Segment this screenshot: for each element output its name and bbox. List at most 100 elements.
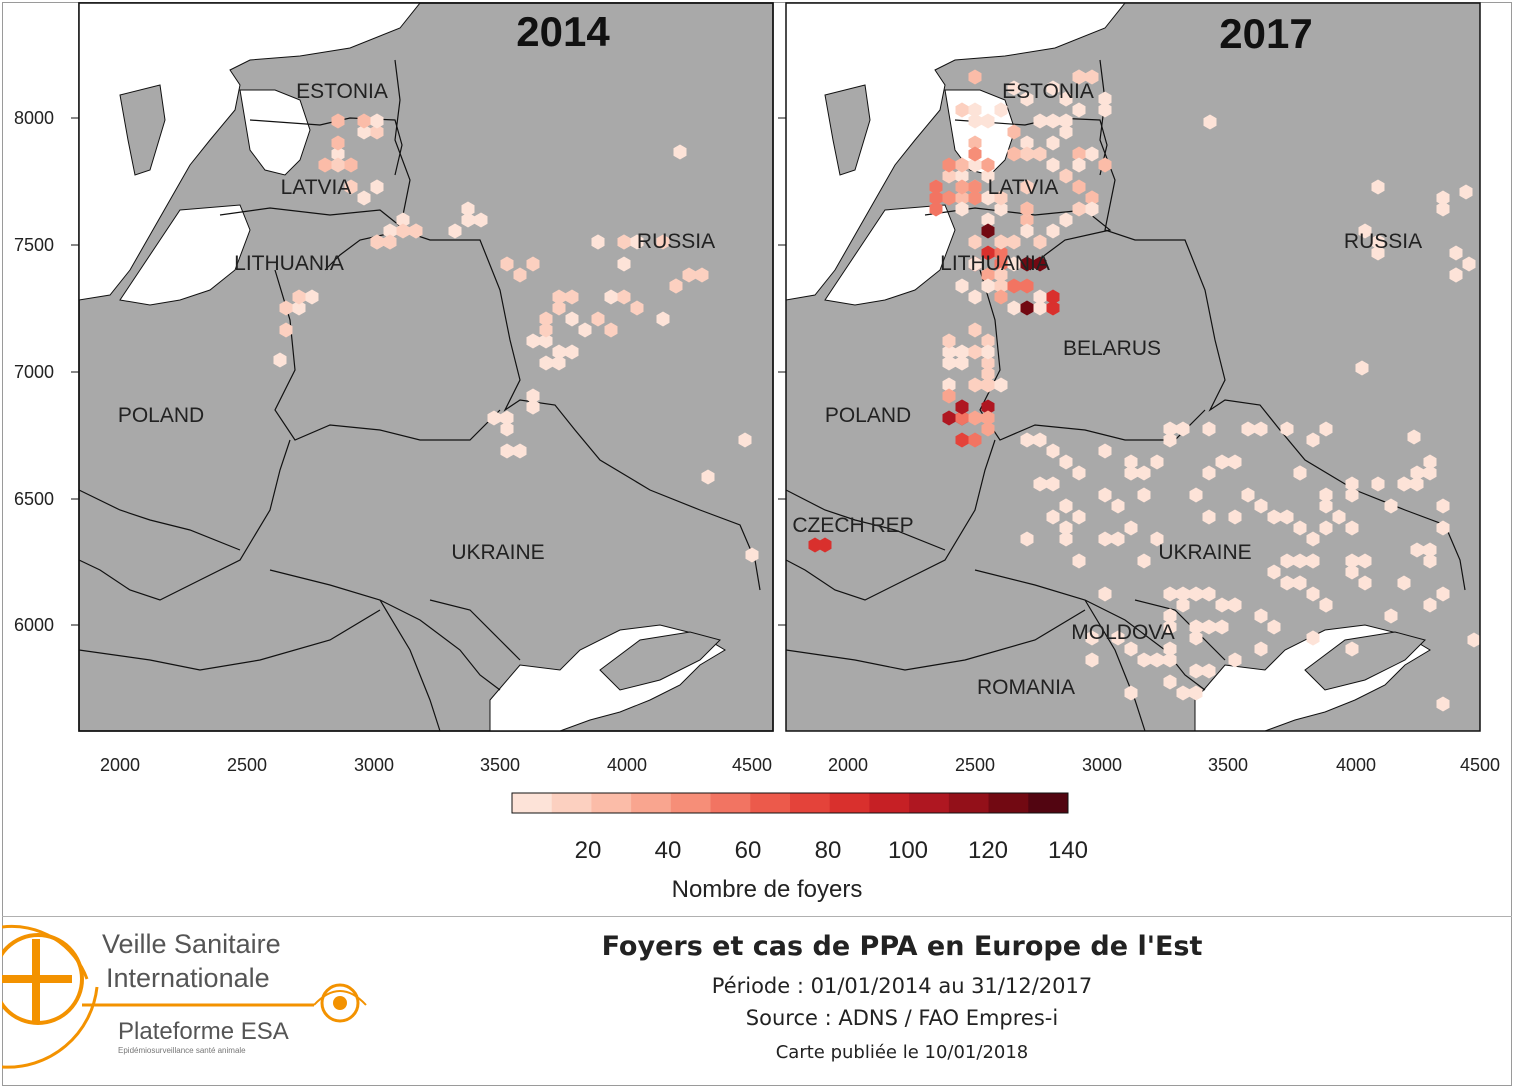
outbreak-hexagon	[1189, 685, 1203, 701]
outbreak-hexagon	[331, 135, 345, 151]
legend-tick-label: 40	[655, 837, 682, 864]
outbreak-hexagon	[1189, 487, 1203, 503]
country-label-russia: RUSSIA	[637, 230, 715, 253]
outbreak-hexagon	[1150, 652, 1164, 668]
outbreak-hexagon	[1150, 454, 1164, 470]
outbreak-hexagon	[1397, 476, 1411, 492]
outbreak-hexagon	[331, 157, 345, 173]
outbreak-hexagons-2014	[273, 113, 759, 563]
outbreak-hexagon	[981, 157, 995, 173]
outbreak-hexagon	[1228, 454, 1242, 470]
outbreak-hexagon	[1046, 289, 1060, 305]
outbreak-hexagon	[448, 223, 462, 239]
country-label-poland: POLAND	[825, 404, 911, 427]
outbreak-hexagon	[1085, 652, 1099, 668]
outbreak-hexagon	[552, 289, 566, 305]
legend-color-swatch	[988, 793, 1029, 813]
outbreak-hexagon	[1358, 575, 1372, 591]
outbreak-hexagon	[318, 157, 332, 173]
outbreak-hexagon	[955, 410, 969, 426]
outbreak-hexagon	[942, 157, 956, 173]
outbreak-hexagon	[1059, 531, 1073, 547]
outbreak-hexagon	[1176, 597, 1190, 613]
x-tick-label: 4000	[607, 755, 647, 775]
outbreak-hexagon	[981, 190, 995, 206]
legend-tick-label: 20	[575, 837, 602, 864]
legend-title: Nombre de foyers	[672, 876, 863, 903]
map-panel-2014: 2014 ESTONIA LATVIA LITHUANIA RUSSIA POL…	[78, 2, 774, 732]
outbreak-hexagon	[1436, 190, 1450, 206]
legend-color-swatch	[909, 793, 950, 813]
x-axis-2017: 2000 2500 3000 3500 4000 4500	[828, 755, 1500, 775]
outbreak-hexagon	[1189, 663, 1203, 679]
outbreak-hexagon	[1059, 520, 1073, 536]
legend-color-swatch	[631, 793, 672, 813]
outbreak-hexagon	[1319, 421, 1333, 437]
outbreak-hexagon	[942, 190, 956, 206]
outbreak-hexagon	[1423, 553, 1437, 569]
outbreak-hexagon	[1306, 586, 1320, 602]
outbreak-hexagon	[1371, 245, 1385, 261]
outbreak-hexagon	[1059, 91, 1073, 107]
x-tick-label: 2000	[100, 755, 140, 775]
outbreak-hexagon	[968, 322, 982, 338]
outbreak-hexagon	[1072, 553, 1086, 569]
outbreak-hexagon	[1293, 575, 1307, 591]
outbreak-hexagon	[1254, 608, 1268, 624]
outbreak-hexagon	[1033, 146, 1047, 162]
legend-ticks: 20 40 60 80 100 120 140	[575, 837, 1088, 864]
outbreak-hexagon	[500, 443, 514, 459]
outbreak-hexagon	[955, 168, 969, 184]
legend-color-swatch	[591, 793, 632, 813]
x-tick-label: 2500	[227, 755, 267, 775]
outbreak-hexagon	[1020, 278, 1034, 294]
outbreak-hexagon	[968, 432, 982, 448]
outbreak-hexagon	[1098, 443, 1112, 459]
logo-line-2: Internationale	[106, 963, 270, 993]
outbreak-hexagon	[1267, 564, 1281, 580]
country-label-estonia: ESTONIA	[1002, 80, 1094, 103]
outbreak-hexagon	[673, 144, 687, 160]
outbreak-hexagon	[617, 289, 631, 305]
outbreak-hexagon	[1293, 520, 1307, 536]
outbreak-hexagon	[526, 399, 540, 415]
outbreak-hexagon	[1306, 553, 1320, 569]
outbreak-hexagon	[1046, 135, 1060, 151]
outbreak-hexagon	[1072, 69, 1086, 85]
outbreak-hexagon	[1072, 201, 1086, 217]
legend-tick-label: 120	[968, 837, 1008, 864]
outbreak-hexagon	[526, 388, 540, 404]
legend-color-swatch	[551, 793, 592, 813]
outbreak-hexagon	[565, 289, 579, 305]
outbreak-hexagon	[1384, 498, 1398, 514]
year-label-2017: 2017	[1219, 10, 1312, 57]
outbreak-hexagon	[1345, 487, 1359, 503]
outbreak-hexagons-2017	[808, 69, 1480, 712]
outbreak-hexagon	[279, 322, 293, 338]
outbreak-hexagon	[1033, 289, 1047, 305]
outbreak-hexagon	[1345, 476, 1359, 492]
outbreak-hexagon	[396, 212, 410, 228]
x-tick-label: 4000	[1336, 755, 1376, 775]
outbreak-hexagon	[1319, 487, 1333, 503]
outbreak-hexagon	[1150, 531, 1164, 547]
outbreak-hexagon	[1046, 223, 1060, 239]
outbreak-hexagon	[994, 190, 1008, 206]
outbreak-hexagon	[344, 157, 358, 173]
outbreak-hexagon	[487, 410, 501, 426]
outbreak-hexagon	[1280, 575, 1294, 591]
outbreak-hexagon	[1345, 553, 1359, 569]
outbreak-hexagon	[1293, 553, 1307, 569]
outbreak-hexagon	[1124, 465, 1138, 481]
outbreak-hexagon	[370, 234, 384, 250]
outbreak-hexagon	[1098, 91, 1112, 107]
outbreak-hexagon	[591, 311, 605, 327]
outbreak-hexagon	[370, 124, 384, 140]
outbreak-hexagon	[1254, 498, 1268, 514]
outbreak-hexagon	[383, 234, 397, 250]
outbreak-hexagon	[1020, 432, 1034, 448]
outbreak-hexagon	[370, 113, 384, 129]
outbreak-hexagon	[1163, 619, 1177, 635]
legend-color-swatch	[670, 793, 712, 813]
outbreak-hexagon	[396, 223, 410, 239]
